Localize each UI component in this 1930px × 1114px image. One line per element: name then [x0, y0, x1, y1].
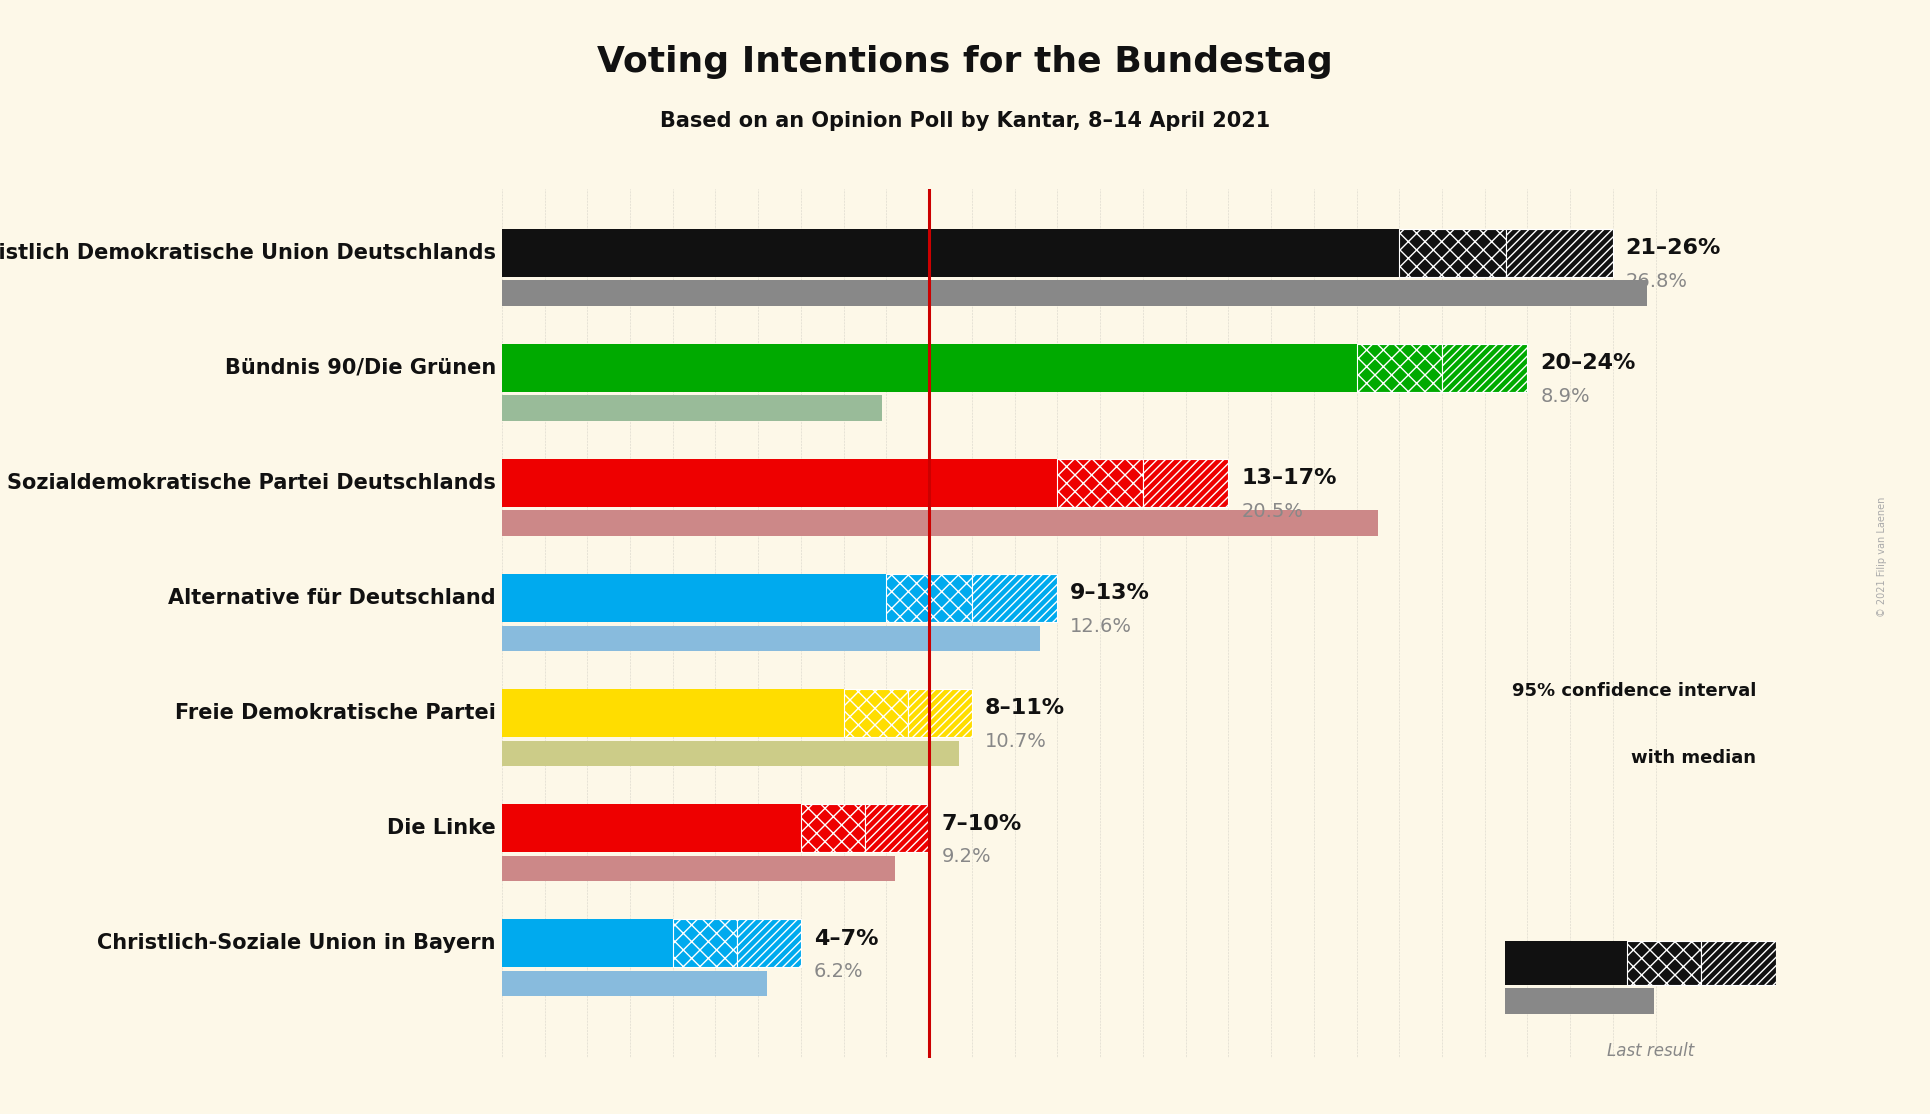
Bar: [865, 804, 928, 852]
Text: 21–26%: 21–26%: [1625, 238, 1722, 258]
Bar: [502, 510, 1378, 536]
Bar: [502, 228, 1399, 277]
Text: Sozialdemokratische Partei Deutschlands: Sozialdemokratische Partei Deutschlands: [8, 472, 496, 492]
Text: 7–10%: 7–10%: [942, 813, 1023, 833]
Bar: [1357, 343, 1442, 392]
Text: 8–11%: 8–11%: [984, 698, 1065, 719]
Text: 12.6%: 12.6%: [1071, 617, 1133, 636]
Bar: [1143, 459, 1227, 507]
Text: 13–17%: 13–17%: [1241, 468, 1337, 488]
Text: 20–24%: 20–24%: [1540, 353, 1635, 373]
Text: Freie Demokratische Partei: Freie Demokratische Partei: [176, 703, 496, 723]
Bar: [801, 804, 865, 852]
Text: Based on an Opinion Poll by Kantar, 8–14 April 2021: Based on an Opinion Poll by Kantar, 8–14…: [660, 111, 1270, 131]
Bar: [674, 919, 737, 967]
Text: 4–7%: 4–7%: [814, 929, 878, 949]
Bar: [502, 459, 1058, 507]
Text: 9.2%: 9.2%: [942, 848, 992, 867]
Bar: [973, 574, 1058, 622]
Bar: [502, 281, 1646, 305]
Bar: [502, 626, 1040, 651]
Text: 95% confidence interval: 95% confidence interval: [1511, 682, 1756, 700]
Text: 10.7%: 10.7%: [984, 732, 1046, 751]
Text: Die Linke: Die Linke: [388, 818, 496, 838]
Bar: [1505, 228, 1613, 277]
Bar: [502, 970, 766, 996]
Bar: [1442, 343, 1527, 392]
Bar: [502, 395, 882, 421]
Bar: [502, 343, 1357, 392]
Text: Christlich Demokratische Union Deutschlands: Christlich Demokratische Union Deutschla…: [0, 243, 496, 263]
Bar: [1505, 941, 1627, 985]
Text: Voting Intentions for the Bundestag: Voting Intentions for the Bundestag: [596, 45, 1334, 79]
Text: 26.8%: 26.8%: [1625, 272, 1687, 291]
Text: 8.9%: 8.9%: [1540, 387, 1590, 405]
Text: Last result: Last result: [1606, 1042, 1695, 1059]
Bar: [502, 804, 801, 852]
Text: with median: with median: [1631, 749, 1756, 766]
Bar: [1702, 941, 1776, 985]
Bar: [502, 688, 843, 737]
Bar: [502, 741, 959, 766]
Bar: [502, 574, 886, 622]
Bar: [1399, 228, 1505, 277]
Bar: [1505, 988, 1654, 1014]
Text: 9–13%: 9–13%: [1071, 584, 1150, 604]
Bar: [843, 688, 907, 737]
Bar: [502, 856, 896, 881]
Bar: [1058, 459, 1143, 507]
Text: Bündnis 90/Die Grünen: Bündnis 90/Die Grünen: [224, 358, 496, 378]
Text: Christlich-Soziale Union in Bayern: Christlich-Soziale Union in Bayern: [96, 934, 496, 954]
Bar: [1627, 941, 1702, 985]
Text: 20.5%: 20.5%: [1241, 502, 1303, 521]
Bar: [502, 919, 674, 967]
Text: © 2021 Filip van Laenen: © 2021 Filip van Laenen: [1876, 497, 1888, 617]
Text: 6.2%: 6.2%: [814, 962, 863, 981]
Text: Alternative für Deutschland: Alternative für Deutschland: [168, 588, 496, 608]
Bar: [737, 919, 801, 967]
Bar: [886, 574, 973, 622]
Bar: [907, 688, 973, 737]
